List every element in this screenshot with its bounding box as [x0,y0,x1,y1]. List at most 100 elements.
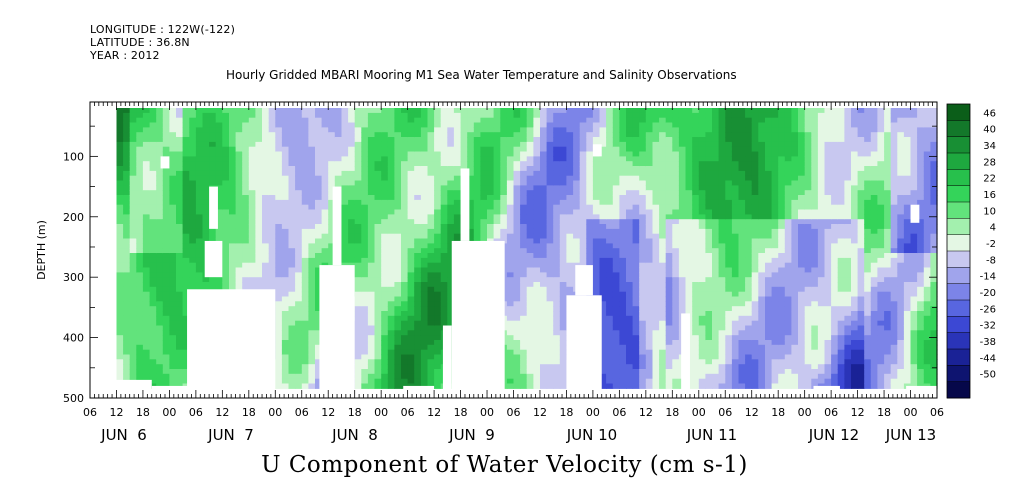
blank-region-7 [332,186,342,266]
x-hour-label: 00 [692,406,706,419]
x-hour-label: 00 [268,406,282,419]
variable-title: U Component of Water Velocity (cm s-1) [261,452,748,478]
colorbar-label: 28 [983,157,996,168]
x-day-label: JUN 6 [100,426,147,444]
x-hour-label: 18 [348,406,362,419]
y-axis-label: DEPTH (m) [35,220,48,280]
colorbar-label: -32 [980,321,996,332]
colorbar-swatch [947,234,970,252]
x-hour-label: 06 [718,406,732,419]
colorbar-swatch [947,267,970,285]
x-hour-label: 12 [427,406,441,419]
colorbar-label: -26 [980,304,996,315]
year-label: YEAR : 2012 [90,49,160,62]
y-tick-label: 400 [63,332,84,345]
blank-region-5 [160,156,170,169]
colorbar-label: 22 [983,174,996,185]
colorbar-label: -50 [980,370,996,381]
colorbar-label: -2 [986,239,996,250]
blank-region-18 [906,385,937,398]
blank-region-10 [451,240,505,398]
colorbar-swatch [947,332,970,350]
colorbar-label: 4 [990,223,996,234]
x-hour-label: 12 [745,406,759,419]
blank-region-9 [442,325,452,398]
x-hour-label: 00 [586,406,600,419]
x-hour-label: 12 [639,406,653,419]
x-hour-label: 00 [904,406,918,419]
colorbar-label: -8 [986,255,996,266]
colorbar-swatch [947,169,970,187]
x-hour-label: 06 [189,406,203,419]
x-hour-label: 06 [930,406,944,419]
x-hour-label: 18 [242,406,256,419]
x-hour-label: 06 [824,406,838,419]
blank-region-12 [566,295,602,398]
x-hour-label: 06 [83,406,97,419]
blank-region-17 [910,204,920,223]
colorbar-swatch [947,381,970,399]
longitude-label: LONGITUDE : 122W(-122) [90,23,236,36]
colorbar-swatch [947,202,970,219]
colorbar-label: -14 [980,272,996,283]
colorbar-label: -44 [980,353,996,364]
y-tick-label: 500 [63,392,84,405]
x-day-label: JUN 12 [808,426,859,444]
x-day-label: JUN 11 [686,426,737,444]
x-hour-label: 00 [374,406,388,419]
x-day-label: JUN 10 [566,426,617,444]
colorbar-label: 40 [983,125,996,136]
blank-region-16 [813,385,840,398]
colorbar-swatch [947,136,970,154]
x-hour-label: 06 [401,406,415,419]
colorbar-label: 46 [983,108,996,119]
latitude-label: LATITUDE : 36.8N [90,36,190,49]
colorbar-swatch [947,349,970,366]
blank-region-6 [319,265,355,398]
blank-region-14 [592,144,602,157]
colorbar-label: 34 [983,141,996,152]
x-day-label: JUN 13 [885,426,936,444]
blank-region-2 [187,289,276,398]
x-hour-label: 00 [480,406,494,419]
colorbar-swatch [947,120,970,138]
colorbar-swatch [947,316,970,334]
x-hour-label: 12 [851,406,865,419]
heatmap-field [116,108,938,389]
y-tick-label: 200 [63,211,84,224]
colorbar-swatch [947,300,970,317]
blank-region-11 [460,168,470,241]
x-hour-label: 06 [295,406,309,419]
x-hour-label: 12 [533,406,547,419]
x-hour-label: 18 [454,406,468,419]
colorbar-swatch [947,283,970,301]
blank-region-4 [209,186,218,229]
x-hour-label: 12 [321,406,335,419]
x-hour-label: 00 [798,406,812,419]
x-day-label: JUN 7 [207,426,254,444]
x-hour-label: 12 [215,406,229,419]
colorbar-swatch [947,218,970,236]
x-hour-label: 06 [612,406,626,419]
chart-title: Hourly Gridded MBARI Mooring M1 Sea Wate… [226,68,737,82]
y-tick-label: 100 [63,150,84,163]
x-day-label: JUN 9 [448,426,495,444]
x-hour-label: 12 [109,406,123,419]
colorbar-label: -38 [980,337,996,348]
colorbar-label: 16 [983,190,996,201]
y-tick-label: 300 [63,271,84,284]
x-hour-label: 18 [665,406,679,419]
x-day-label: JUN 8 [331,426,378,444]
x-hour-label: 00 [162,406,176,419]
colorbar-swatch [947,185,970,203]
colorbar-label: -20 [980,288,996,299]
colorbar-swatch [947,104,970,121]
blank-region-3 [204,240,223,278]
colorbar-label: 10 [983,206,996,217]
colorbar-swatch [947,251,970,268]
x-hour-label: 18 [136,406,150,419]
x-hour-label: 06 [507,406,521,419]
blank-region-15 [681,313,690,398]
